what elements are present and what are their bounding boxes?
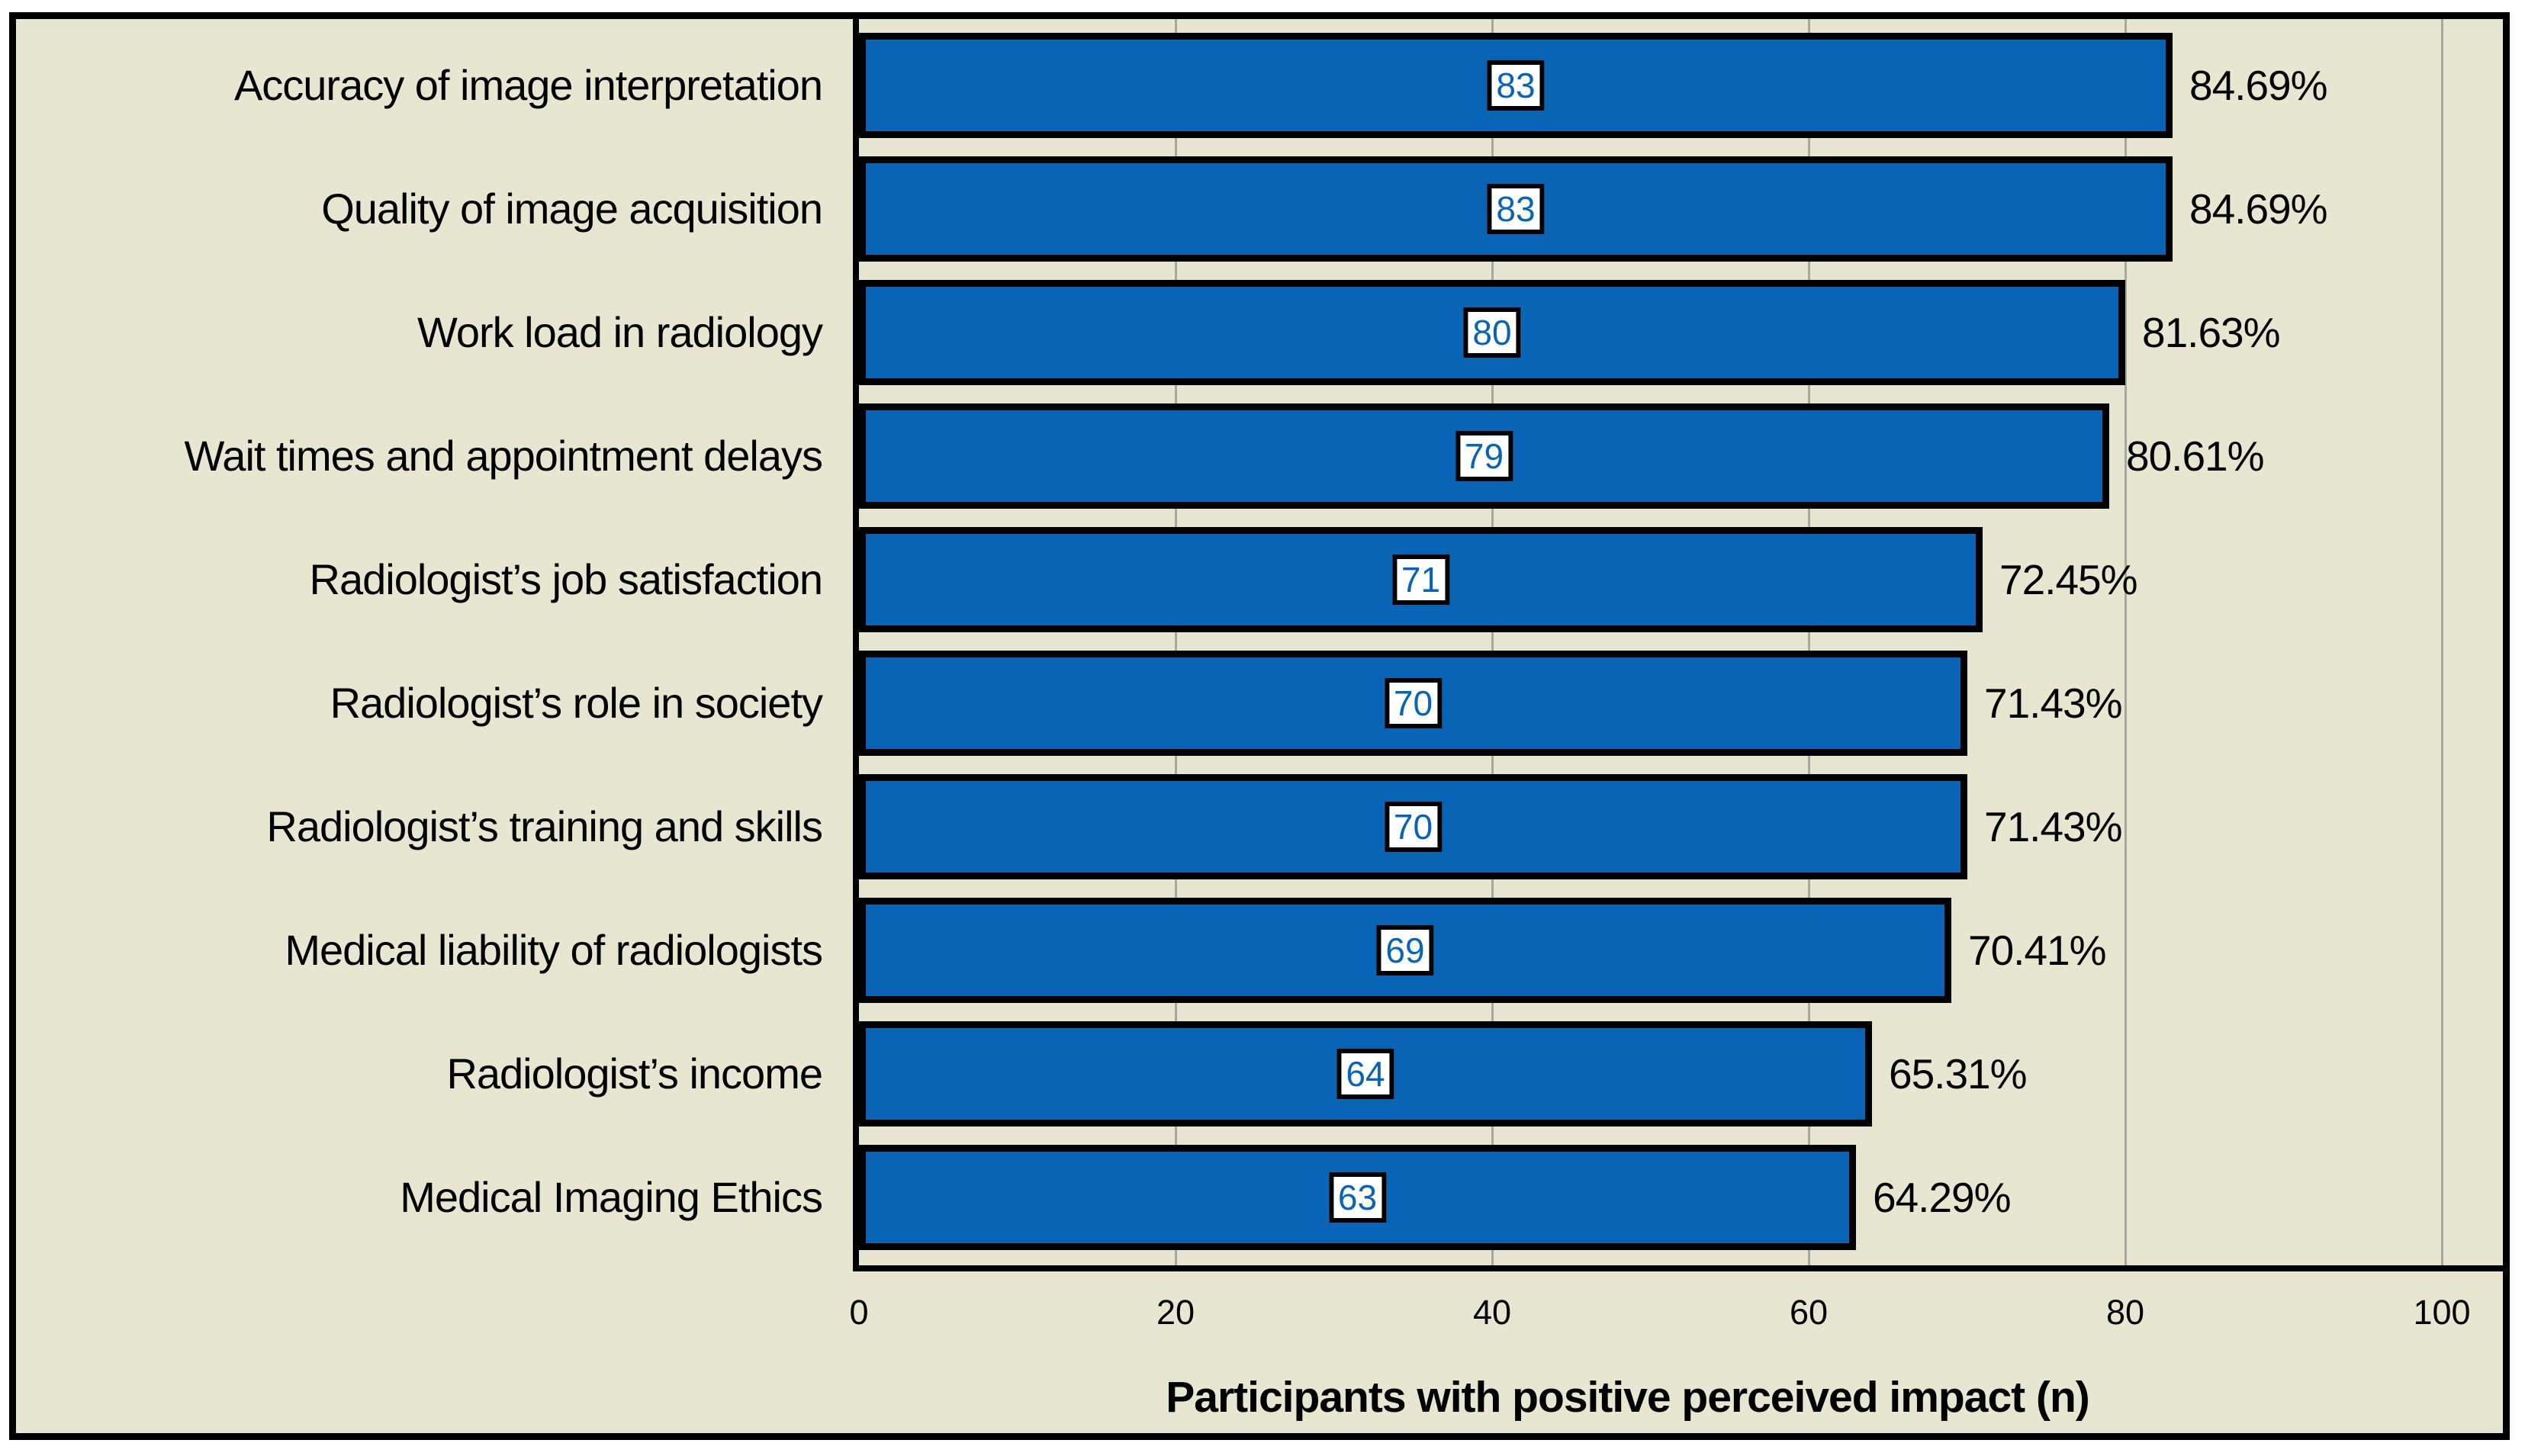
percent-label: 80.61% [2126, 432, 2265, 480]
category-label: Radiologist’s training and skills [266, 802, 823, 851]
bar: 64 [859, 1021, 1872, 1127]
bar-row: Work load in radiology 80 81.63% [16, 271, 2503, 394]
bar-value-label: 63 [1328, 1172, 1387, 1223]
bar-row: Wait times and appointment delays 79 80.61… [16, 394, 2503, 518]
x-tick-label: 60 [1789, 1293, 1829, 1332]
bar: 70 [859, 774, 1967, 879]
category-label: Accuracy of image interpretation [233, 61, 823, 110]
category-label: Radiologist’s job satisfaction [309, 555, 823, 604]
bar-row: Radiologist’s job satisfaction 71 72.45% [16, 518, 2503, 641]
x-tick-label: 20 [1156, 1293, 1195, 1332]
bar-row: Medical liability of radiologists 69 70.41… [16, 889, 2503, 1012]
percent-label: 64.29% [1873, 1174, 2012, 1221]
bar: 83 [859, 33, 2173, 138]
bar-row: Medical Imaging Ethics 63 64.29% [16, 1136, 2503, 1259]
bar-value-label: 64 [1336, 1049, 1394, 1099]
x-axis-title: Participants with positive perceived imp… [1166, 1373, 2089, 1422]
bar-value-label: 83 [1487, 184, 1545, 234]
x-axis-line [853, 1265, 2503, 1271]
percent-label: 84.69% [2189, 62, 2328, 109]
x-tick-label: 100 [2413, 1293, 2471, 1332]
x-tick-label: 40 [1472, 1293, 1512, 1332]
category-label: Work load in radiology [417, 308, 823, 357]
bar-row: Radiologist’s income 64 65.31% [16, 1012, 2503, 1136]
x-tick-label: 80 [2105, 1293, 2145, 1332]
bar-value-label: 69 [1376, 925, 1434, 975]
gridline-20 [1175, 19, 1177, 1265]
percent-label: 71.43% [1984, 803, 2123, 850]
bar: 63 [859, 1145, 1856, 1250]
bar-row: Quality of image acquisition 83 84.69% [16, 147, 2503, 271]
bar-row: Accuracy of image interpretation 83 84.69% [16, 24, 2503, 147]
gridline-40 [1491, 19, 1494, 1265]
x-tick-label: 0 [849, 1293, 869, 1332]
bar: 71 [859, 527, 1983, 632]
chart-frame: Accuracy of image interpretation 83 84.69%… [9, 12, 2510, 1440]
bar-value-label: 70 [1384, 678, 1443, 728]
category-label: Wait times and appointment delays [184, 432, 823, 481]
percent-label: 72.45% [1999, 556, 2138, 603]
bar-value-label: 80 [1463, 307, 1521, 358]
percent-label: 84.69% [2189, 185, 2328, 233]
y-axis-line [853, 19, 859, 1271]
bar: 83 [859, 156, 2173, 262]
bar-row: Radiologist’s training and skills 70 71.43… [16, 765, 2503, 889]
percent-label: 70.41% [1968, 927, 2107, 974]
bar-value-label: 83 [1487, 60, 1545, 111]
bar: 79 [859, 403, 2109, 509]
bar-value-label: 70 [1384, 802, 1443, 852]
gridline-100 [2441, 19, 2443, 1265]
category-label: Medical Imaging Ethics [400, 1173, 823, 1222]
bar: 70 [859, 651, 1967, 756]
gridline-60 [1808, 19, 1810, 1265]
percent-label: 65.31% [1889, 1050, 2028, 1098]
bar-row: Radiologist’s role in society 70 71.43% [16, 641, 2503, 765]
gridline-80 [2125, 19, 2127, 1265]
percent-label: 71.43% [1984, 680, 2123, 727]
category-label: Radiologist’s income [446, 1049, 823, 1098]
bar-value-label: 71 [1391, 554, 1450, 605]
category-label: Radiologist’s role in society [330, 679, 823, 728]
category-label: Quality of image acquisition [321, 185, 823, 233]
plot-area: Accuracy of image interpretation 83 84.69%… [16, 19, 2503, 1433]
bar-value-label: 79 [1455, 431, 1513, 481]
bar: 69 [859, 898, 1951, 1003]
bar: 80 [859, 280, 2125, 385]
percent-label: 81.63% [2142, 309, 2281, 356]
category-label: Medical liability of radiologists [285, 926, 823, 975]
